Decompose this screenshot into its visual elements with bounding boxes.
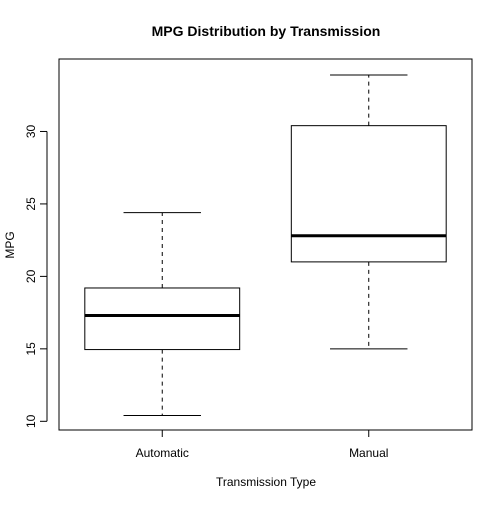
chart-title: MPG Distribution by Transmission (152, 23, 381, 39)
x-tick-label: Manual (349, 446, 388, 460)
y-axis-label: MPG (3, 231, 17, 258)
y-tick-label: 10 (24, 414, 38, 428)
iqr-box (84, 287, 241, 351)
box-manual (290, 74, 447, 350)
y-tick-label: 15 (24, 342, 38, 356)
y-tick-label: 20 (24, 269, 38, 283)
boxes-group (84, 74, 447, 417)
x-tick-label: Automatic (136, 446, 189, 460)
y-axis: 10 15 20 25 30 (24, 124, 48, 428)
y-tick-label: 25 (24, 197, 38, 211)
iqr-box (290, 125, 447, 263)
y-tick-label: 30 (24, 124, 38, 138)
x-axis-label: Transmission Type (216, 475, 316, 489)
box-automatic (84, 212, 241, 417)
x-axis: Automatic Manual (136, 429, 388, 460)
